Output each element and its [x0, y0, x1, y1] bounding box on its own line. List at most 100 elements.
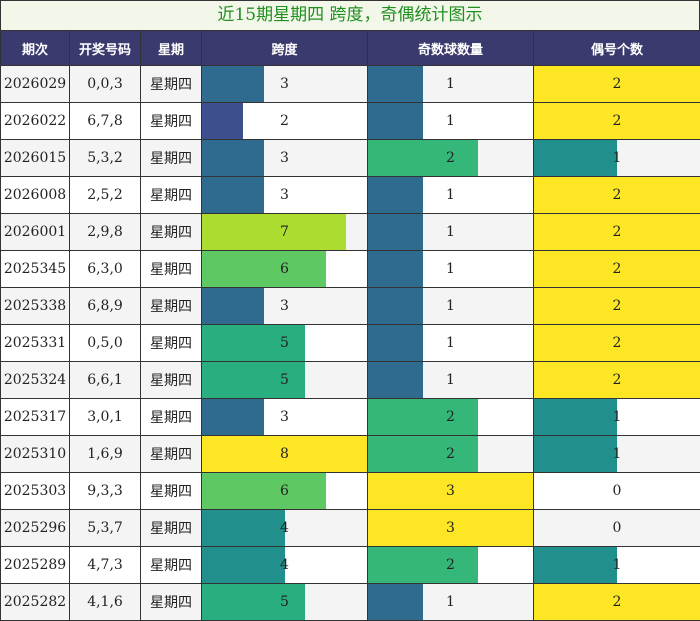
- issue-cell: 2025331: [1, 325, 70, 362]
- issue-cell: 2025324: [1, 362, 70, 399]
- odd-count-cell: 2: [368, 547, 534, 584]
- odd-count-cell-value: 3: [368, 473, 533, 509]
- header-row: 期次 开奖号码 星期 跨度 奇数球数量 偶号个数: [1, 31, 700, 66]
- weekday-cell: 星期四: [141, 177, 202, 214]
- numbers-cell: 0,5,0: [70, 325, 141, 362]
- issue-cell: 2025289: [1, 547, 70, 584]
- numbers-cell: 1,6,9: [70, 436, 141, 473]
- span-cell: 4: [202, 510, 368, 547]
- weekday-cell: 星期四: [141, 362, 202, 399]
- weekday-cell: 星期四: [141, 547, 202, 584]
- even-count-cell-value: 2: [534, 584, 700, 620]
- span-cell: 3: [202, 288, 368, 325]
- odd-count-cell: 1: [368, 362, 534, 399]
- span-cell: 5: [202, 325, 368, 362]
- numbers-cell: 3,0,1: [70, 399, 141, 436]
- span-cell-value: 2: [202, 103, 367, 139]
- even-count-cell-value: 1: [534, 399, 700, 435]
- odd-count-cell: 1: [368, 66, 534, 103]
- even-count-cell: 2: [534, 362, 700, 399]
- span-cell: 3: [202, 177, 368, 214]
- odd-count-cell-value: 1: [368, 288, 533, 324]
- span-cell: 5: [202, 362, 368, 399]
- weekday-cell: 星期四: [141, 399, 202, 436]
- weekday-cell: 星期四: [141, 436, 202, 473]
- even-count-cell: 2: [534, 214, 700, 251]
- even-count-cell-value: 2: [534, 325, 700, 361]
- odd-count-cell-value: 2: [368, 140, 533, 176]
- span-cell-value: 5: [202, 584, 367, 620]
- issue-cell: 2026008: [1, 177, 70, 214]
- odd-count-cell-value: 2: [368, 399, 533, 435]
- issue-cell: 2025317: [1, 399, 70, 436]
- odd-count-cell: 1: [368, 251, 534, 288]
- odd-count-cell: 1: [368, 103, 534, 140]
- weekday-cell: 星期四: [141, 103, 202, 140]
- even-count-cell-value: 1: [534, 436, 700, 472]
- weekday-cell: 星期四: [141, 140, 202, 177]
- even-count-cell-value: 2: [534, 288, 700, 324]
- numbers-cell: 5,3,7: [70, 510, 141, 547]
- numbers-cell: 6,6,1: [70, 362, 141, 399]
- issue-cell: 2025282: [1, 584, 70, 621]
- span-cell-value: 7: [202, 214, 367, 250]
- odd-count-cell-value: 1: [368, 177, 533, 213]
- span-cell: 4: [202, 547, 368, 584]
- numbers-cell: 6,8,9: [70, 288, 141, 325]
- numbers-cell: 6,3,0: [70, 251, 141, 288]
- issue-cell: 2025296: [1, 510, 70, 547]
- odd-count-cell: 1: [368, 288, 534, 325]
- even-count-cell: 2: [534, 177, 700, 214]
- odd-count-cell-value: 1: [368, 103, 533, 139]
- even-count-cell-value: 2: [534, 177, 700, 213]
- weekday-cell: 星期四: [141, 251, 202, 288]
- issue-cell: 2026015: [1, 140, 70, 177]
- span-cell: 5: [202, 584, 368, 621]
- even-count-cell: 1: [534, 140, 700, 177]
- even-count-cell-value: 2: [534, 362, 700, 398]
- span-cell-value: 3: [202, 66, 367, 102]
- span-cell: 2: [202, 103, 368, 140]
- odd-count-cell-value: 1: [368, 584, 533, 620]
- odd-count-cell: 2: [368, 399, 534, 436]
- header-span: 跨度: [202, 31, 368, 66]
- even-count-cell-value: 2: [534, 103, 700, 139]
- span-cell-value: 3: [202, 177, 367, 213]
- even-count-cell: 2: [534, 584, 700, 621]
- issue-cell: 2026001: [1, 214, 70, 251]
- even-count-cell-value: 1: [534, 140, 700, 176]
- numbers-cell: 4,7,3: [70, 547, 141, 584]
- span-cell: 7: [202, 214, 368, 251]
- even-count-cell-value: 2: [534, 214, 700, 250]
- span-cell-value: 6: [202, 251, 367, 287]
- weekday-cell: 星期四: [141, 325, 202, 362]
- span-cell-value: 5: [202, 362, 367, 398]
- odd-count-cell-value: 1: [368, 251, 533, 287]
- even-count-cell: 1: [534, 547, 700, 584]
- even-count-cell: 2: [534, 325, 700, 362]
- span-cell: 3: [202, 140, 368, 177]
- even-count-cell-value: 2: [534, 251, 700, 287]
- issue-cell: 2026029: [1, 66, 70, 103]
- header-odd-count: 奇数球数量: [368, 31, 534, 66]
- odd-count-cell: 2: [368, 140, 534, 177]
- numbers-cell: 2,9,8: [70, 214, 141, 251]
- odd-count-cell-value: 2: [368, 547, 533, 583]
- odd-count-cell: 1: [368, 214, 534, 251]
- span-cell-value: 8: [202, 436, 367, 472]
- weekday-cell: 星期四: [141, 214, 202, 251]
- odd-count-cell-value: 1: [368, 66, 533, 102]
- even-count-cell: 0: [534, 473, 700, 510]
